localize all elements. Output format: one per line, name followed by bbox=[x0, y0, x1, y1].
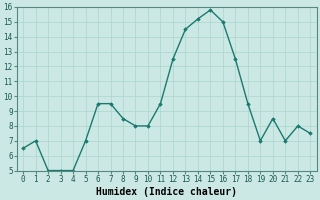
X-axis label: Humidex (Indice chaleur): Humidex (Indice chaleur) bbox=[96, 186, 237, 197]
